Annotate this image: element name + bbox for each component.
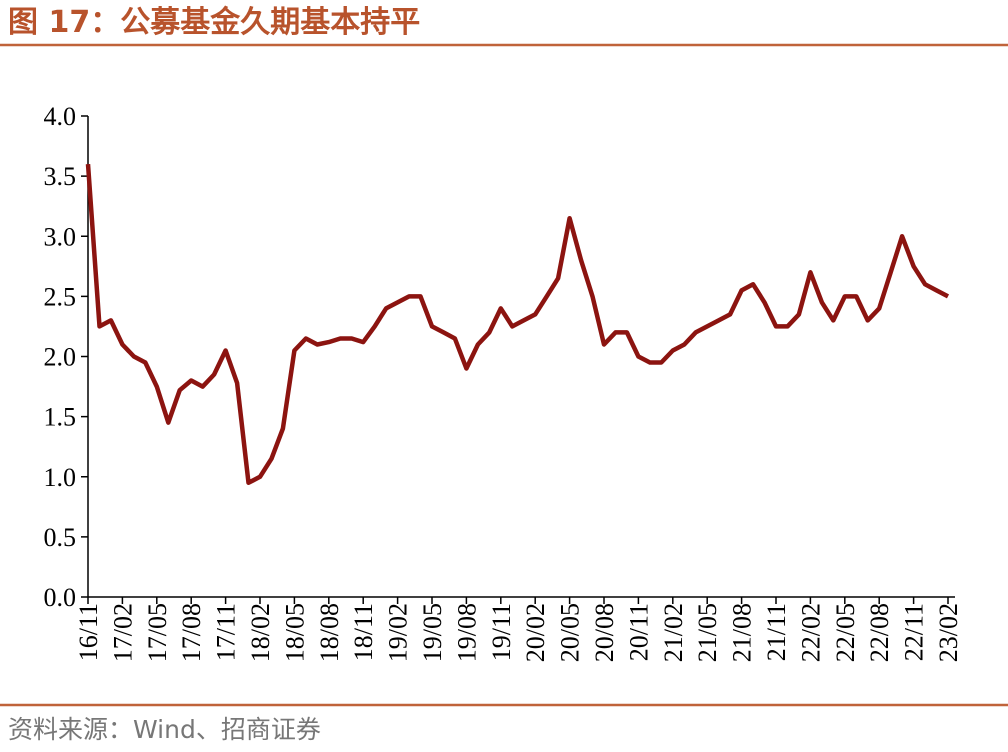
source-note: 资料来源：Wind、招商证券 bbox=[8, 715, 321, 744]
x-tick-label: 19/02 bbox=[384, 603, 413, 662]
x-tick-label: 21/05 bbox=[693, 603, 722, 662]
x-tick-label: 18/08 bbox=[315, 603, 344, 662]
y-tick-label: 3.5 bbox=[44, 162, 77, 191]
x-tick-label: 19/05 bbox=[418, 603, 447, 662]
x-tick-label: 21/11 bbox=[762, 603, 791, 661]
y-tick-label: 3.0 bbox=[44, 222, 77, 251]
x-tick-label: 23/02 bbox=[934, 603, 963, 662]
x-tick-label: 22/05 bbox=[831, 603, 860, 662]
y-tick-label: 1.5 bbox=[44, 403, 77, 432]
x-tick-label: 18/11 bbox=[349, 603, 378, 661]
y-tick-label: 1.0 bbox=[44, 463, 77, 492]
x-tick-label: 17/02 bbox=[108, 603, 137, 662]
x-tick-label: 17/08 bbox=[177, 603, 206, 662]
y-tick-label: 2.5 bbox=[44, 282, 77, 311]
x-tick-label: 19/11 bbox=[487, 603, 516, 661]
y-tick-label: 0.0 bbox=[44, 583, 77, 612]
y-tick-label: 4.0 bbox=[44, 102, 77, 131]
x-tick-label: 20/02 bbox=[521, 603, 550, 662]
x-tick-label: 22/08 bbox=[865, 603, 894, 662]
x-tick-label: 17/05 bbox=[143, 603, 172, 662]
data-line bbox=[85, 163, 950, 486]
x-tick-label: 19/08 bbox=[452, 603, 481, 662]
chart-title: 图 17：公募基金久期基本持平 bbox=[8, 5, 420, 40]
x-tick-label: 18/05 bbox=[280, 603, 309, 662]
x-tick-label: 22/11 bbox=[900, 603, 929, 661]
x-tick-label: 21/02 bbox=[659, 603, 688, 662]
y-tick-label: 2.0 bbox=[44, 343, 77, 372]
x-tick-label: 20/11 bbox=[624, 603, 653, 661]
x-tick-label: 20/05 bbox=[556, 603, 585, 662]
x-tick-label: 16/11 bbox=[74, 603, 103, 661]
x-tick-label: 18/02 bbox=[246, 603, 275, 662]
y-tick-label: 0.5 bbox=[44, 523, 77, 552]
x-tick-label: 20/08 bbox=[590, 603, 619, 662]
x-tick-label: 17/11 bbox=[212, 603, 241, 661]
x-tick-label: 21/08 bbox=[728, 603, 757, 662]
x-tick-label: 22/02 bbox=[796, 603, 825, 662]
